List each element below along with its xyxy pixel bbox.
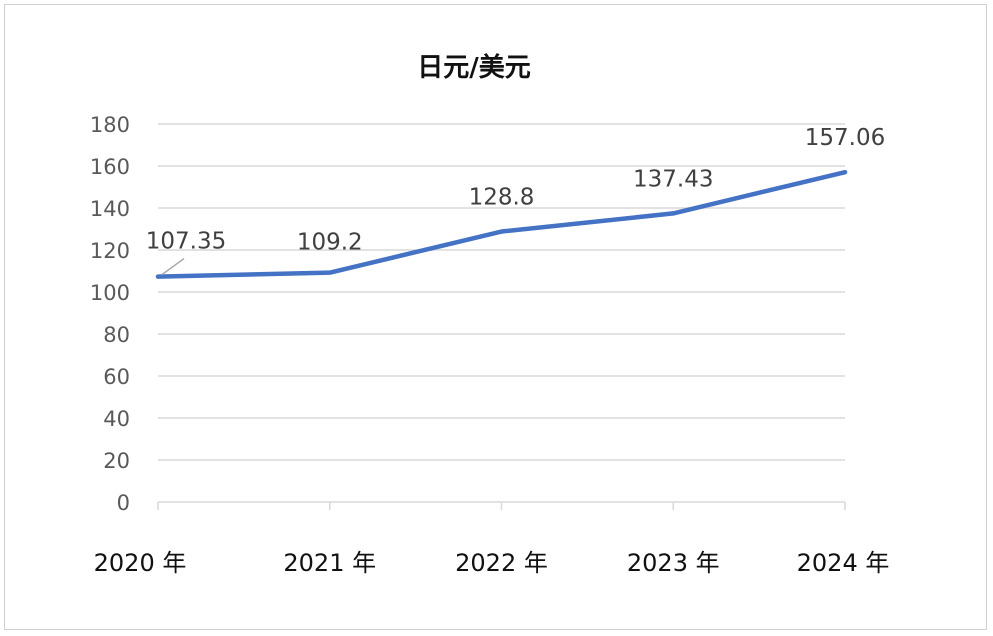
x-axis: 2020 年 2021 年 2022 年 2023 年 2024 年 [94,501,890,577]
data-label: 157.06 [805,125,885,151]
y-tick-label: 140 [90,197,130,221]
y-tick-label: 40 [103,407,130,431]
y-tick-label: 120 [90,239,130,263]
y-tick-label: 180 [90,113,130,137]
x-tick-label: 2024 年 [797,549,890,577]
y-tick-label: 0 [117,491,130,515]
x-tick-label: 2021 年 [283,549,376,577]
data-label: 128.8 [469,185,535,211]
series-line [155,169,848,279]
data-label-leader [161,257,185,276]
y-tick-label: 100 [90,281,130,305]
x-tick-label: 2020 年 [94,549,187,577]
x-tick-label: 2023 年 [627,549,720,577]
data-labels: 107.35 109.2 128.8 137.43 157.06 [146,125,885,276]
data-label: 107.35 [146,229,226,255]
y-axis-ticks: 0 20 40 60 80 100 120 140 160 180 [90,113,130,515]
gridlines [158,123,845,461]
y-tick-label: 80 [103,323,130,347]
y-tick-label: 160 [90,155,130,179]
data-label: 137.43 [633,166,713,192]
chart-frame [4,4,987,630]
series [155,169,848,279]
data-label: 109.2 [297,230,363,256]
y-tick-label: 20 [103,449,130,473]
x-tick-label: 2022 年 [455,549,548,577]
chart-title: 日元/美元 [417,52,531,83]
y-tick-label: 60 [103,365,130,389]
